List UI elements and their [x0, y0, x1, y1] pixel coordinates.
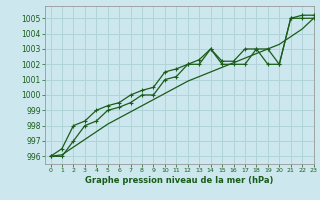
X-axis label: Graphe pression niveau de la mer (hPa): Graphe pression niveau de la mer (hPa) — [85, 176, 273, 185]
